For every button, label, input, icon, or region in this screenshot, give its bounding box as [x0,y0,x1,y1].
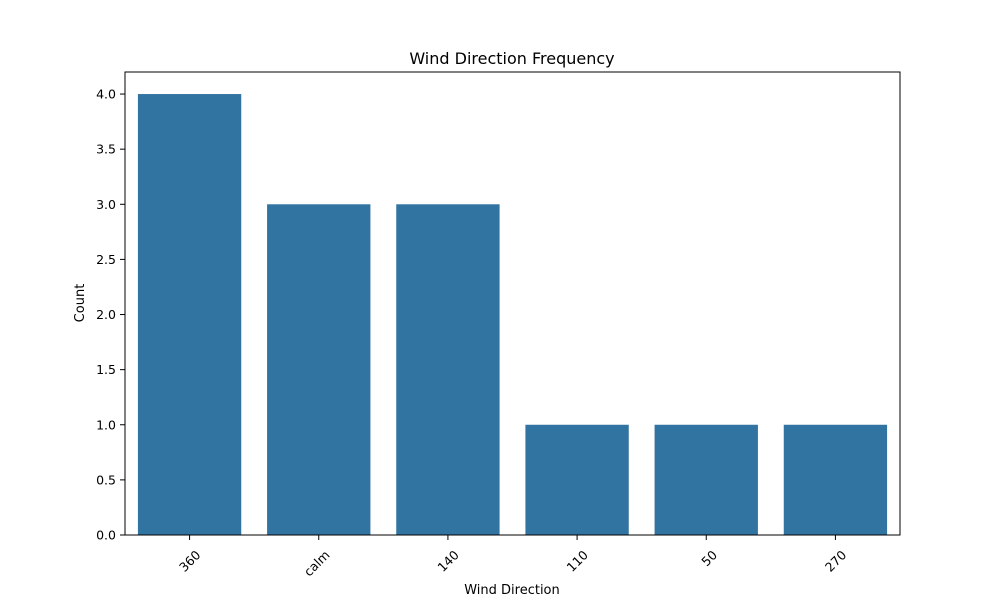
plot-frame [124,71,901,536]
y-tick-label: 0.0 [96,528,116,543]
y-tick-label: 2.5 [96,252,116,267]
bar-50 [654,424,758,535]
y-tick-label: 3.0 [96,197,116,212]
bar-110 [525,424,629,535]
bar-140 [396,204,500,536]
y-axis-title: Count [73,284,88,323]
bar-270 [783,424,888,535]
chart-title: Wind Direction Frequency [409,49,614,68]
y-tick-label: 1.5 [96,362,116,377]
y-axis-ticks: 0.0 0.5 1.0 1.5 2.0 2.5 3.0 3.5 4.0 [96,87,125,543]
y-tick-label: 2.0 [96,307,116,322]
bars-group [137,94,888,536]
bar-360 [137,94,242,536]
x-axis-title: Wind Direction [464,583,560,598]
y-tick-label: 0.5 [96,472,116,487]
y-tick-label: 3.5 [96,142,116,157]
bar-calm [267,204,371,536]
y-tick-label: 1.0 [96,417,116,432]
y-tick-label: 4.0 [96,87,116,102]
